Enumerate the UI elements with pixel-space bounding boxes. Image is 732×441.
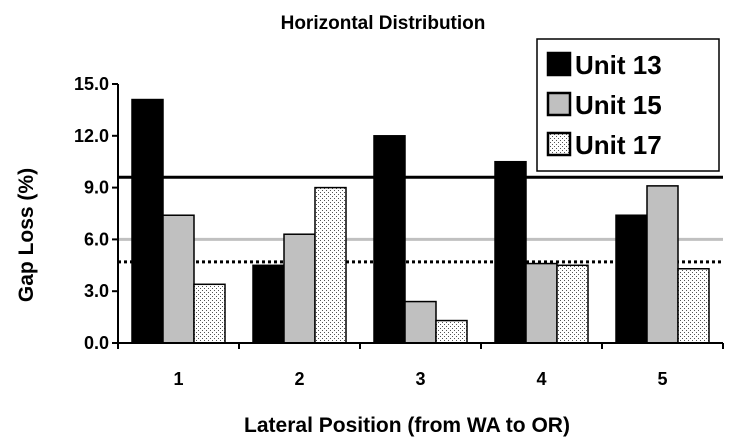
bar-unit-15-pos-1 (162, 214, 195, 344)
bar-unit-17-pos-5 (677, 268, 710, 344)
x-tick-label: 2 (294, 369, 304, 389)
legend-swatch (546, 51, 572, 77)
bar-unit-15-pos-3 (404, 300, 437, 344)
y-ticks: 0.0 3.0 6.0 9.0 12.0 15.0 (74, 74, 118, 353)
x-tick-label: 1 (173, 369, 183, 389)
bar-unit-13-pos-3 (373, 135, 406, 344)
bar-unit-17-pos-3 (435, 319, 468, 344)
legend-label: Unit 13 (575, 50, 662, 80)
legend-label: Unit 17 (575, 130, 662, 160)
bar-unit-13-pos-4 (494, 160, 527, 344)
x-tick-label: 5 (657, 369, 667, 389)
y-tick-label: 6.0 (84, 229, 109, 249)
bar-unit-15-pos-2 (283, 233, 316, 344)
legend-swatch (546, 91, 572, 117)
x-tick-label: 4 (536, 369, 546, 389)
x-ticks: 1 2 3 4 5 (117, 343, 724, 389)
bar-unit-15-pos-5 (646, 185, 679, 344)
axes (117, 84, 723, 344)
y-tick-label: 3.0 (84, 281, 109, 301)
y-tick-label: 9.0 (84, 178, 109, 198)
y-tick-label: 15.0 (74, 74, 109, 94)
y-tick-label: 0.0 (84, 333, 109, 353)
y-axis-title: Gap Loss (%) (15, 168, 38, 302)
x-axis-title: Lateral Position (from WA to OR) (244, 414, 570, 437)
bar-unit-15-pos-4 (525, 262, 558, 344)
chart-title: Horizontal Distribution (281, 13, 486, 34)
legend-swatch (546, 131, 572, 157)
bar-unit-17-pos-4 (556, 264, 589, 344)
bar-unit-13-pos-1 (131, 98, 164, 344)
bar-unit-17-pos-1 (193, 283, 226, 344)
bar-unit-13-pos-5 (615, 214, 648, 344)
bar-unit-17-pos-2 (314, 186, 347, 344)
y-tick-label: 12.0 (74, 126, 109, 146)
bar-unit-13-pos-2 (252, 264, 285, 344)
legend-label: Unit 15 (575, 90, 662, 120)
x-tick-label: 3 (415, 369, 425, 389)
legend: Unit 13 Unit 15 Unit 17 (536, 38, 720, 172)
bars (131, 98, 710, 344)
